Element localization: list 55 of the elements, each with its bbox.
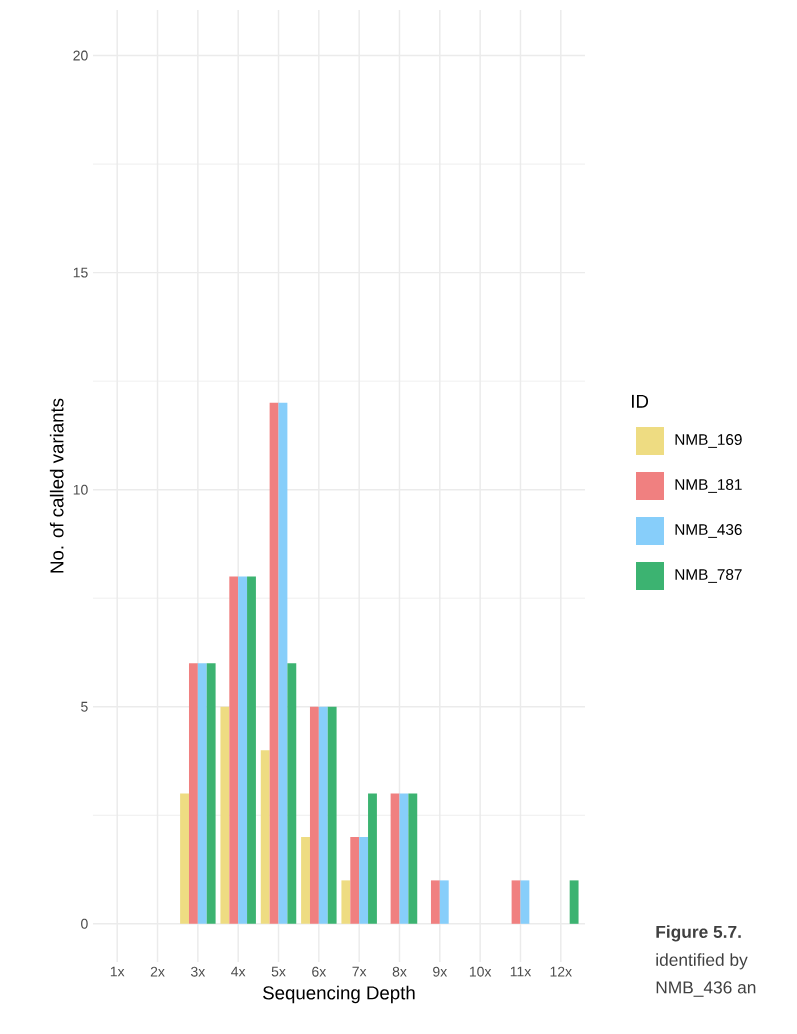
bar (359, 836, 369, 924)
y-tick-label: 0 (81, 918, 88, 929)
y-tick-label: 20 (73, 50, 88, 61)
bar (197, 663, 207, 924)
bar (350, 836, 360, 924)
x-tick-label: 7x (352, 966, 367, 977)
y-tick-label: 5 (81, 701, 88, 712)
x-tick-label: 9x (433, 966, 448, 977)
x-tick-label: 4x (231, 966, 246, 977)
bar (399, 793, 409, 924)
legend-label: NMB_436 (675, 524, 742, 538)
bar (180, 793, 189, 924)
text: identified by (656, 953, 748, 970)
x-tick-label: 2x (150, 966, 165, 977)
bar (229, 576, 239, 924)
x-tick-label: 5x (271, 966, 286, 977)
x-axis-title: Sequencing Depth (263, 985, 415, 1004)
bar (368, 793, 377, 924)
bar (269, 402, 279, 924)
x-tick-label: 1x (110, 966, 125, 977)
bar (247, 576, 256, 924)
bar (238, 576, 248, 924)
bar (309, 706, 319, 924)
bar (439, 880, 449, 924)
bar (341, 880, 351, 924)
y-tick-label: 10 (73, 484, 88, 495)
bar (206, 663, 216, 924)
x-tick-label: 8x (392, 966, 407, 977)
bar (430, 880, 440, 924)
bar (520, 880, 530, 924)
bar (390, 793, 400, 924)
x-tick-label: 6x (312, 966, 327, 977)
text: NMB_436 an (656, 981, 756, 997)
legend-title: ID (631, 394, 649, 408)
x-tick-label: 10x (469, 966, 492, 977)
bar (318, 706, 328, 924)
x-tick-label: 3x (190, 966, 206, 977)
bar (188, 663, 198, 924)
bar (287, 663, 297, 924)
y-tick-label: 15 (73, 267, 88, 278)
bar (220, 706, 230, 924)
bar (260, 750, 270, 924)
legend-label: NMB_169 (675, 434, 742, 448)
bar (327, 706, 337, 924)
bar (301, 836, 310, 924)
bar (278, 402, 288, 924)
y-axis-title: No. of called variants (49, 398, 64, 573)
text: Figure 5.7. (656, 925, 741, 942)
bar (511, 880, 521, 924)
legend-label: NMB_787 (675, 569, 742, 583)
x-tick-label: 12x (550, 966, 572, 977)
bar (569, 880, 579, 924)
legend-label: NMB_181 (675, 479, 742, 493)
bar (408, 793, 418, 924)
x-tick-label: 11x (510, 966, 532, 977)
